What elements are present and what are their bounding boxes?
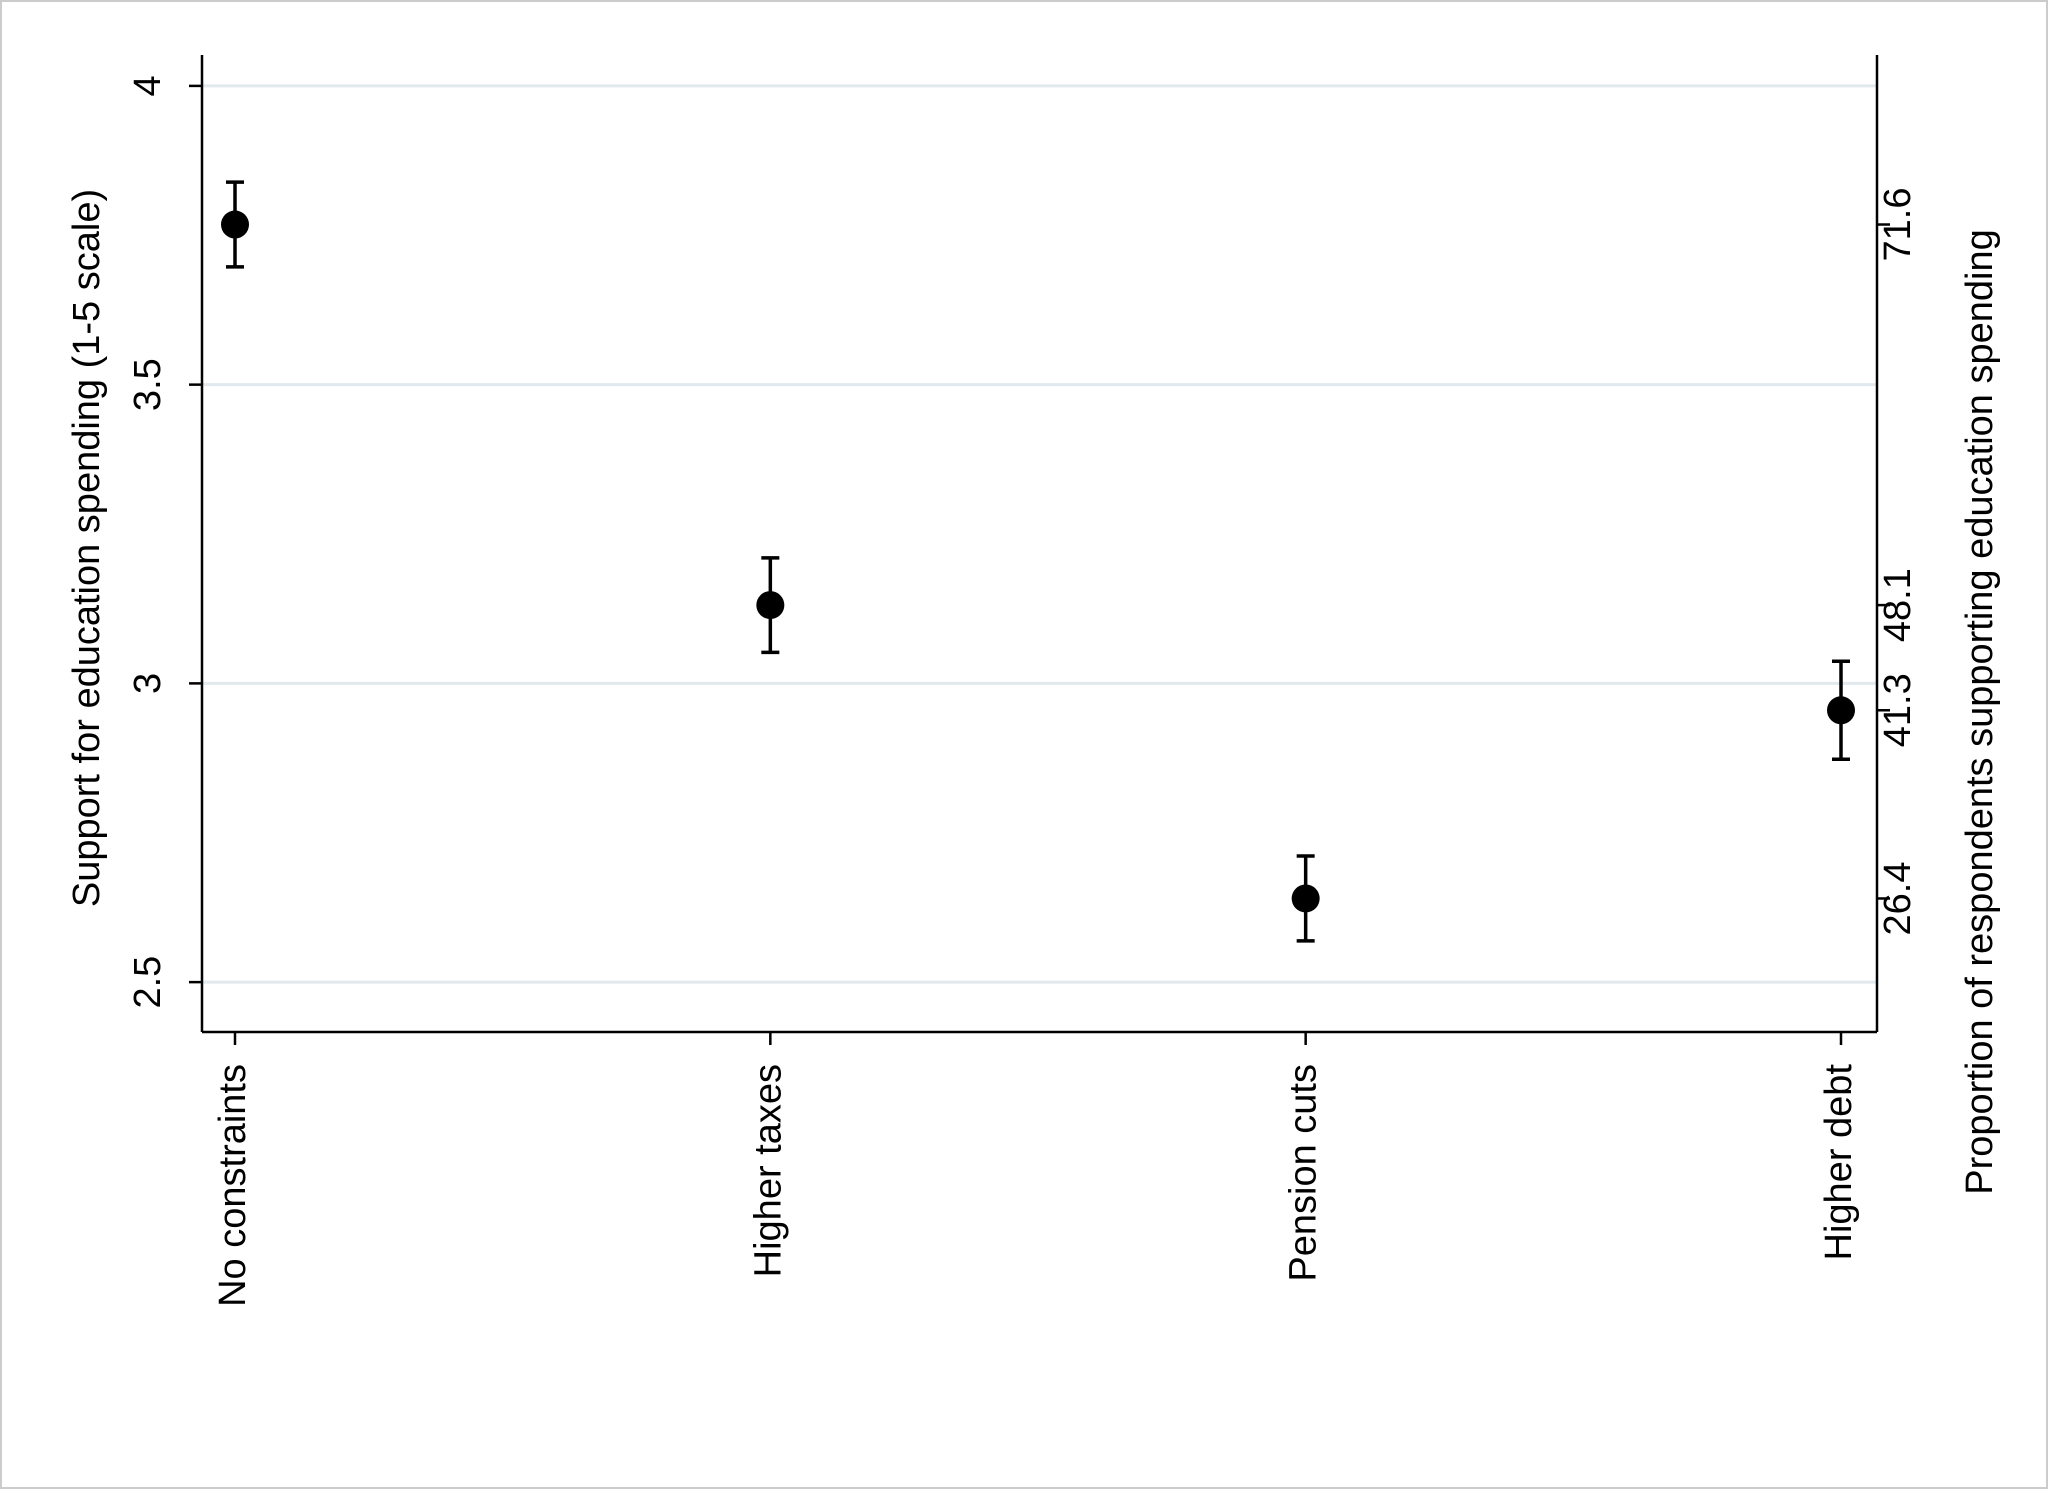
y-tick-label: 2.5 [127, 956, 169, 1009]
y-axis-title: Support for education spending (1-5 scal… [66, 189, 108, 907]
y-tick-label: 4 [127, 75, 169, 96]
x-tick-label: Pension cuts [1283, 1064, 1325, 1282]
y-tick-label: 3.5 [127, 358, 169, 411]
y2-tick-label: 26.4 [1877, 861, 1919, 935]
dot [756, 591, 785, 620]
y-tick-label: 3 [127, 673, 169, 694]
x-tick-label: Higher taxes [747, 1064, 789, 1277]
y2-tick-label: 71.6 [1877, 188, 1919, 262]
y2-axis-title: Proportion of respondents supporting edu… [1959, 229, 2001, 1194]
dot [221, 210, 249, 239]
x-tick-label: No constraints [212, 1064, 254, 1307]
x-tick-label: Higher debt [1818, 1064, 1860, 1261]
dot [1291, 884, 1320, 913]
y2-tick-label: 48.1 [1877, 568, 1919, 642]
y2-tick-label: 41.3 [1877, 673, 1919, 747]
dot [1827, 696, 1855, 725]
